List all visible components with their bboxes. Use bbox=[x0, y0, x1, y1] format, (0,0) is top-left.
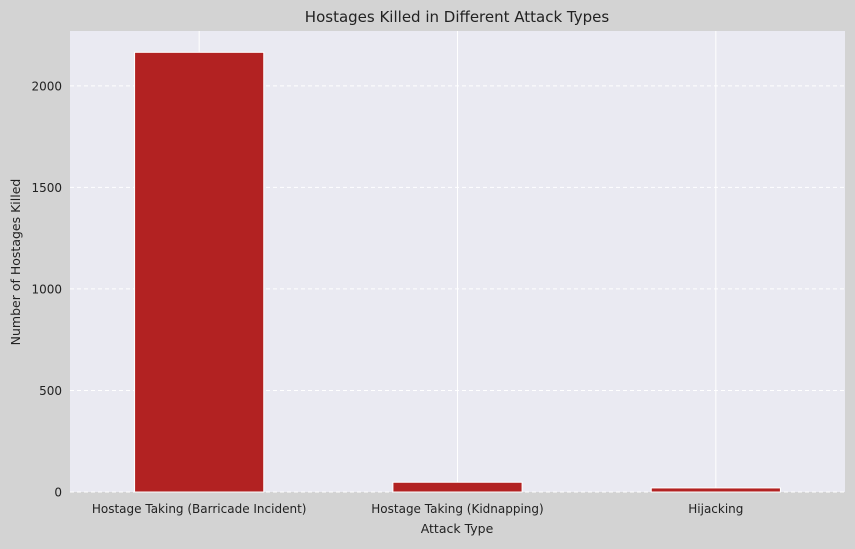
y-axis-ticks: 0 500 1000 1500 2000 bbox=[31, 79, 62, 499]
y-axis-label: Number of Hostages Killed bbox=[8, 179, 23, 346]
y-tick-label: 0 bbox=[54, 486, 62, 500]
x-tick-label: Hostage Taking (Barricade Incident) bbox=[92, 502, 307, 516]
x-tick-label: Hijacking bbox=[688, 502, 743, 516]
x-axis-ticks: Hostage Taking (Barricade Incident) Hosta… bbox=[92, 502, 744, 516]
x-axis-label: Attack Type bbox=[421, 521, 494, 536]
chart-title: Hostages Killed in Different Attack Type… bbox=[305, 8, 610, 26]
y-tick-label: 500 bbox=[39, 384, 62, 398]
bars bbox=[134, 51, 781, 493]
y-tick-label: 1000 bbox=[31, 282, 62, 296]
bar bbox=[134, 51, 265, 493]
bar bbox=[650, 487, 781, 493]
x-tick-label: Hostage Taking (Kidnapping) bbox=[371, 502, 543, 516]
bar bbox=[392, 481, 523, 493]
y-tick-label: 2000 bbox=[31, 79, 62, 93]
y-tick-label: 1500 bbox=[31, 181, 62, 195]
